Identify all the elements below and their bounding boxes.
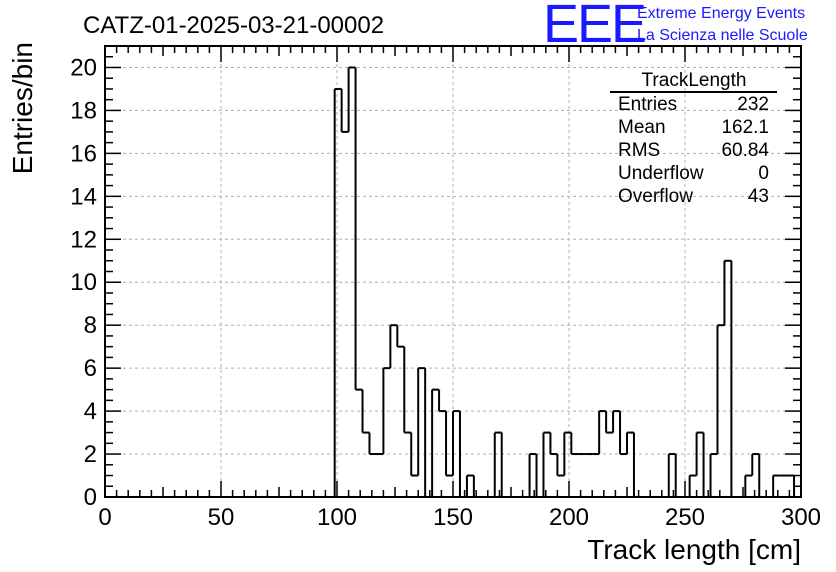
run-title: CATZ-01-2025-03-21-00002	[83, 12, 384, 39]
x-tick-label: 150	[433, 504, 473, 531]
stats-label-rms: RMS	[618, 140, 660, 161]
y-tick-label: 20	[70, 54, 97, 81]
axes: 0 50 100 150 200 250 300 0 2 4 6 8 10 12 14 16 18 20	[70, 45, 821, 531]
logo-eee: EEE	[543, 0, 645, 54]
y-tick-label: 2	[84, 441, 97, 468]
stats-value-underflow: 0	[758, 163, 769, 184]
stats-value-overflow: 43	[748, 186, 769, 207]
stats-value-mean: 162.1	[721, 117, 769, 138]
stats-value-entries: 232	[737, 94, 769, 115]
y-tick-label: 6	[84, 355, 97, 382]
y-tick-label: 10	[70, 269, 97, 296]
x-axis-title: Track length [cm]	[587, 534, 801, 565]
x-tick-label: 200	[549, 504, 589, 531]
stats-label-underflow: Underflow	[618, 163, 704, 184]
stats-title: TrackLength	[642, 70, 747, 91]
stats-value-rms: 60.84	[721, 140, 769, 161]
x-tick-label: 100	[317, 504, 357, 531]
x-tick-label: 0	[98, 504, 111, 531]
stats-label-mean: Mean	[618, 117, 666, 138]
y-tick-label: 16	[70, 140, 97, 167]
y-tick-label: 4	[84, 398, 97, 425]
x-tick-label: 250	[665, 504, 705, 531]
y-tick-label: 14	[70, 183, 97, 210]
logo-line-2: La Scienza nelle Scuole	[637, 27, 808, 44]
x-tick-label: 50	[208, 504, 235, 531]
logo-line-1: Extreme Energy Events	[637, 5, 805, 22]
y-tick-label: 8	[84, 312, 97, 339]
y-axis-title: Entries/bin	[7, 42, 38, 174]
stats-box: TrackLength Entries 232 Mean 162.1 RMS 6…	[610, 70, 777, 207]
y-tick-label: 0	[84, 484, 97, 511]
stats-label-entries: Entries	[618, 94, 677, 115]
stats-label-overflow: Overflow	[618, 186, 693, 207]
x-tick-label: 300	[781, 504, 821, 531]
y-tick-label: 18	[70, 97, 97, 124]
y-tick-label: 12	[70, 226, 97, 253]
